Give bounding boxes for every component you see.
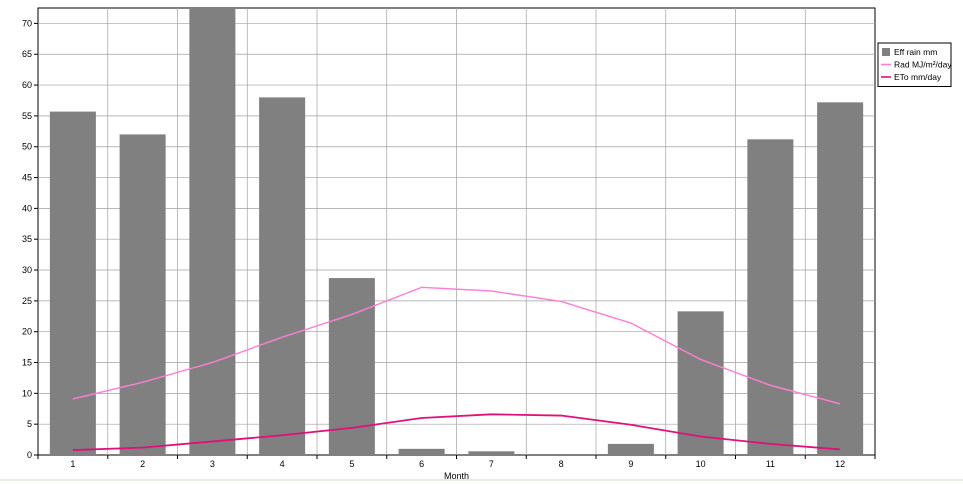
bar xyxy=(189,8,236,455)
x-tick-label: 6 xyxy=(419,459,424,469)
x-tick-label: 7 xyxy=(489,459,494,469)
bar xyxy=(468,451,515,455)
bar xyxy=(747,139,794,456)
bar-series xyxy=(49,8,864,456)
bar xyxy=(607,443,654,455)
bar xyxy=(677,311,724,455)
x-tick-label: 12 xyxy=(835,459,845,469)
y-tick-label: 60 xyxy=(22,80,32,90)
legend-label: Rad MJ/m²/day xyxy=(894,60,952,70)
y-tick-label: 45 xyxy=(22,173,32,183)
y-tick-label: 30 xyxy=(22,265,32,275)
x-axis-title: Month xyxy=(444,471,469,481)
bar xyxy=(398,448,445,455)
x-tick-label: 1 xyxy=(70,459,75,469)
y-tick-label: 35 xyxy=(22,234,32,244)
series-line-rad xyxy=(72,286,841,405)
y-tick-label: 70 xyxy=(22,18,32,28)
y-tick-label: 40 xyxy=(22,203,32,213)
gridlines xyxy=(38,8,875,455)
y-tick-label: 20 xyxy=(22,327,32,337)
x-axis: 1 2 3 4 5 6 7 8 9 10 11 12 xyxy=(37,455,876,469)
y-tick-label: 25 xyxy=(22,296,32,306)
bar xyxy=(49,111,96,455)
x-tick-label: 10 xyxy=(696,459,706,469)
x-tick-label: 11 xyxy=(766,459,775,469)
bar xyxy=(817,102,864,456)
y-tick-label: 15 xyxy=(22,358,32,368)
bar xyxy=(259,97,306,456)
y-tick-label: 65 xyxy=(22,49,32,59)
legend-swatch xyxy=(882,48,890,56)
legend-label: ETo mm/day xyxy=(894,72,942,82)
x-tick-label: 8 xyxy=(559,459,564,469)
y-axis: 0 5 10 15 20 25 30 35 40 45 50 55 60 65 70 xyxy=(22,18,38,460)
x-tick-label: 9 xyxy=(628,459,633,469)
legend: Eff rain mm Rad MJ/m²/day ETo mm/day xyxy=(877,42,952,87)
x-tick-label: 4 xyxy=(280,459,285,469)
x-tick-label: 2 xyxy=(140,459,145,469)
y-tick-label: 0 xyxy=(27,450,32,460)
series-line-eto xyxy=(72,413,841,451)
y-tick-label: 55 xyxy=(22,111,32,121)
y-tick-label: 5 xyxy=(27,419,32,429)
bar xyxy=(119,134,166,455)
x-tick-label: 5 xyxy=(349,459,354,469)
legend-label: Eff rain mm xyxy=(894,47,937,57)
line-series xyxy=(72,286,841,451)
y-tick-label: 50 xyxy=(22,142,32,152)
x-tick-label: 3 xyxy=(210,459,215,469)
y-tick-label: 10 xyxy=(22,388,32,398)
